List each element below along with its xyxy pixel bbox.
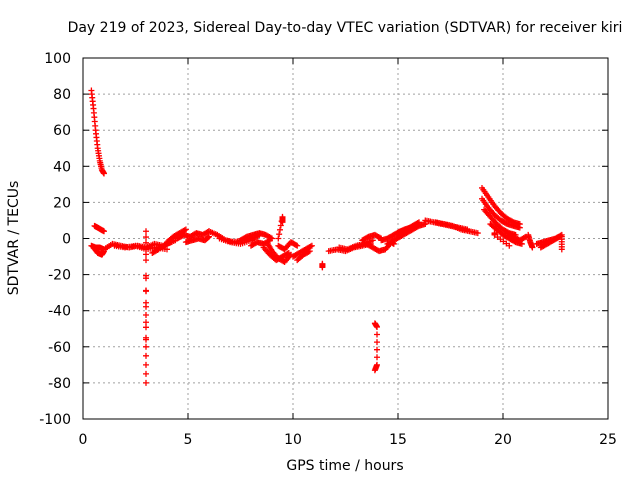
data-point <box>164 246 170 253</box>
y-axis-label: SDTVAR / TECUs <box>6 181 22 296</box>
data-point <box>306 248 313 255</box>
data-point <box>307 243 314 250</box>
data-point <box>143 361 149 368</box>
data-point <box>555 234 562 241</box>
data-point <box>182 226 189 233</box>
data-point <box>412 221 419 228</box>
data-point <box>374 346 380 353</box>
data-point <box>143 352 149 359</box>
data-point <box>101 170 107 177</box>
y-tick-label: 20 <box>53 195 71 211</box>
data-point <box>374 323 380 330</box>
data-point <box>319 264 326 271</box>
data-point <box>371 367 378 374</box>
data-point <box>181 227 188 234</box>
data-point <box>506 242 513 249</box>
y-tick-label: 0 <box>62 232 71 248</box>
data-point <box>143 379 149 386</box>
y-tick-label: -80 <box>48 376 71 392</box>
data-point <box>413 221 420 228</box>
data-point <box>143 312 149 319</box>
data-point <box>305 248 312 255</box>
data-point <box>205 234 212 241</box>
data-point <box>143 324 149 331</box>
y-tick-label: 60 <box>53 123 71 139</box>
data-marks <box>88 87 565 386</box>
data-point <box>518 240 525 247</box>
data-point <box>143 343 149 350</box>
data-point <box>294 242 301 249</box>
data-point <box>266 237 273 244</box>
data-point <box>474 230 481 237</box>
data-point <box>276 231 283 238</box>
y-tick-label: 100 <box>44 51 71 67</box>
data-point <box>308 242 315 249</box>
data-point <box>143 239 149 246</box>
data-point <box>516 224 523 231</box>
x-axis-label: GPS time / hours <box>286 458 403 474</box>
axis-ticks: 0 5 10 15 20 25 100 80 60 40 20 0 -20 -40 -60 -80 -100 <box>39 51 617 448</box>
data-point <box>143 234 149 241</box>
data-point <box>277 222 284 229</box>
chart-title: Day 219 of 2023, Sidereal Day-to-day VTE… <box>68 20 623 36</box>
y-tick-label: 80 <box>53 87 71 103</box>
x-tick-label: 10 <box>284 432 302 448</box>
data-point <box>143 336 149 343</box>
data-point <box>143 257 149 264</box>
data-point <box>374 331 380 338</box>
data-point <box>374 339 380 346</box>
data-point <box>143 370 149 377</box>
y-tick-label: -60 <box>48 340 71 356</box>
data-point <box>143 275 149 282</box>
data-point <box>279 213 286 220</box>
y-tick-label: -40 <box>48 304 71 320</box>
data-point <box>292 241 299 248</box>
data-point <box>558 233 565 240</box>
y-tick-label: -100 <box>39 412 71 428</box>
data-point <box>374 354 380 361</box>
y-tick-label: -20 <box>48 268 71 284</box>
data-point <box>143 299 149 306</box>
x-tick-label: 5 <box>184 432 193 448</box>
data-point <box>143 251 149 258</box>
x-tick-label: 25 <box>599 432 617 448</box>
data-point <box>143 245 149 252</box>
data-point <box>278 218 285 225</box>
data-point <box>275 235 282 242</box>
data-point <box>101 228 107 235</box>
x-tick-label: 15 <box>389 432 407 448</box>
data-point <box>143 287 149 294</box>
y-tick-label: 40 <box>53 159 71 175</box>
data-point <box>276 226 283 233</box>
data-point <box>206 233 212 240</box>
data-point <box>143 228 149 235</box>
data-point <box>143 319 149 326</box>
x-tick-label: 20 <box>494 432 512 448</box>
x-tick-label: 0 <box>79 432 88 448</box>
data-point <box>529 244 536 251</box>
